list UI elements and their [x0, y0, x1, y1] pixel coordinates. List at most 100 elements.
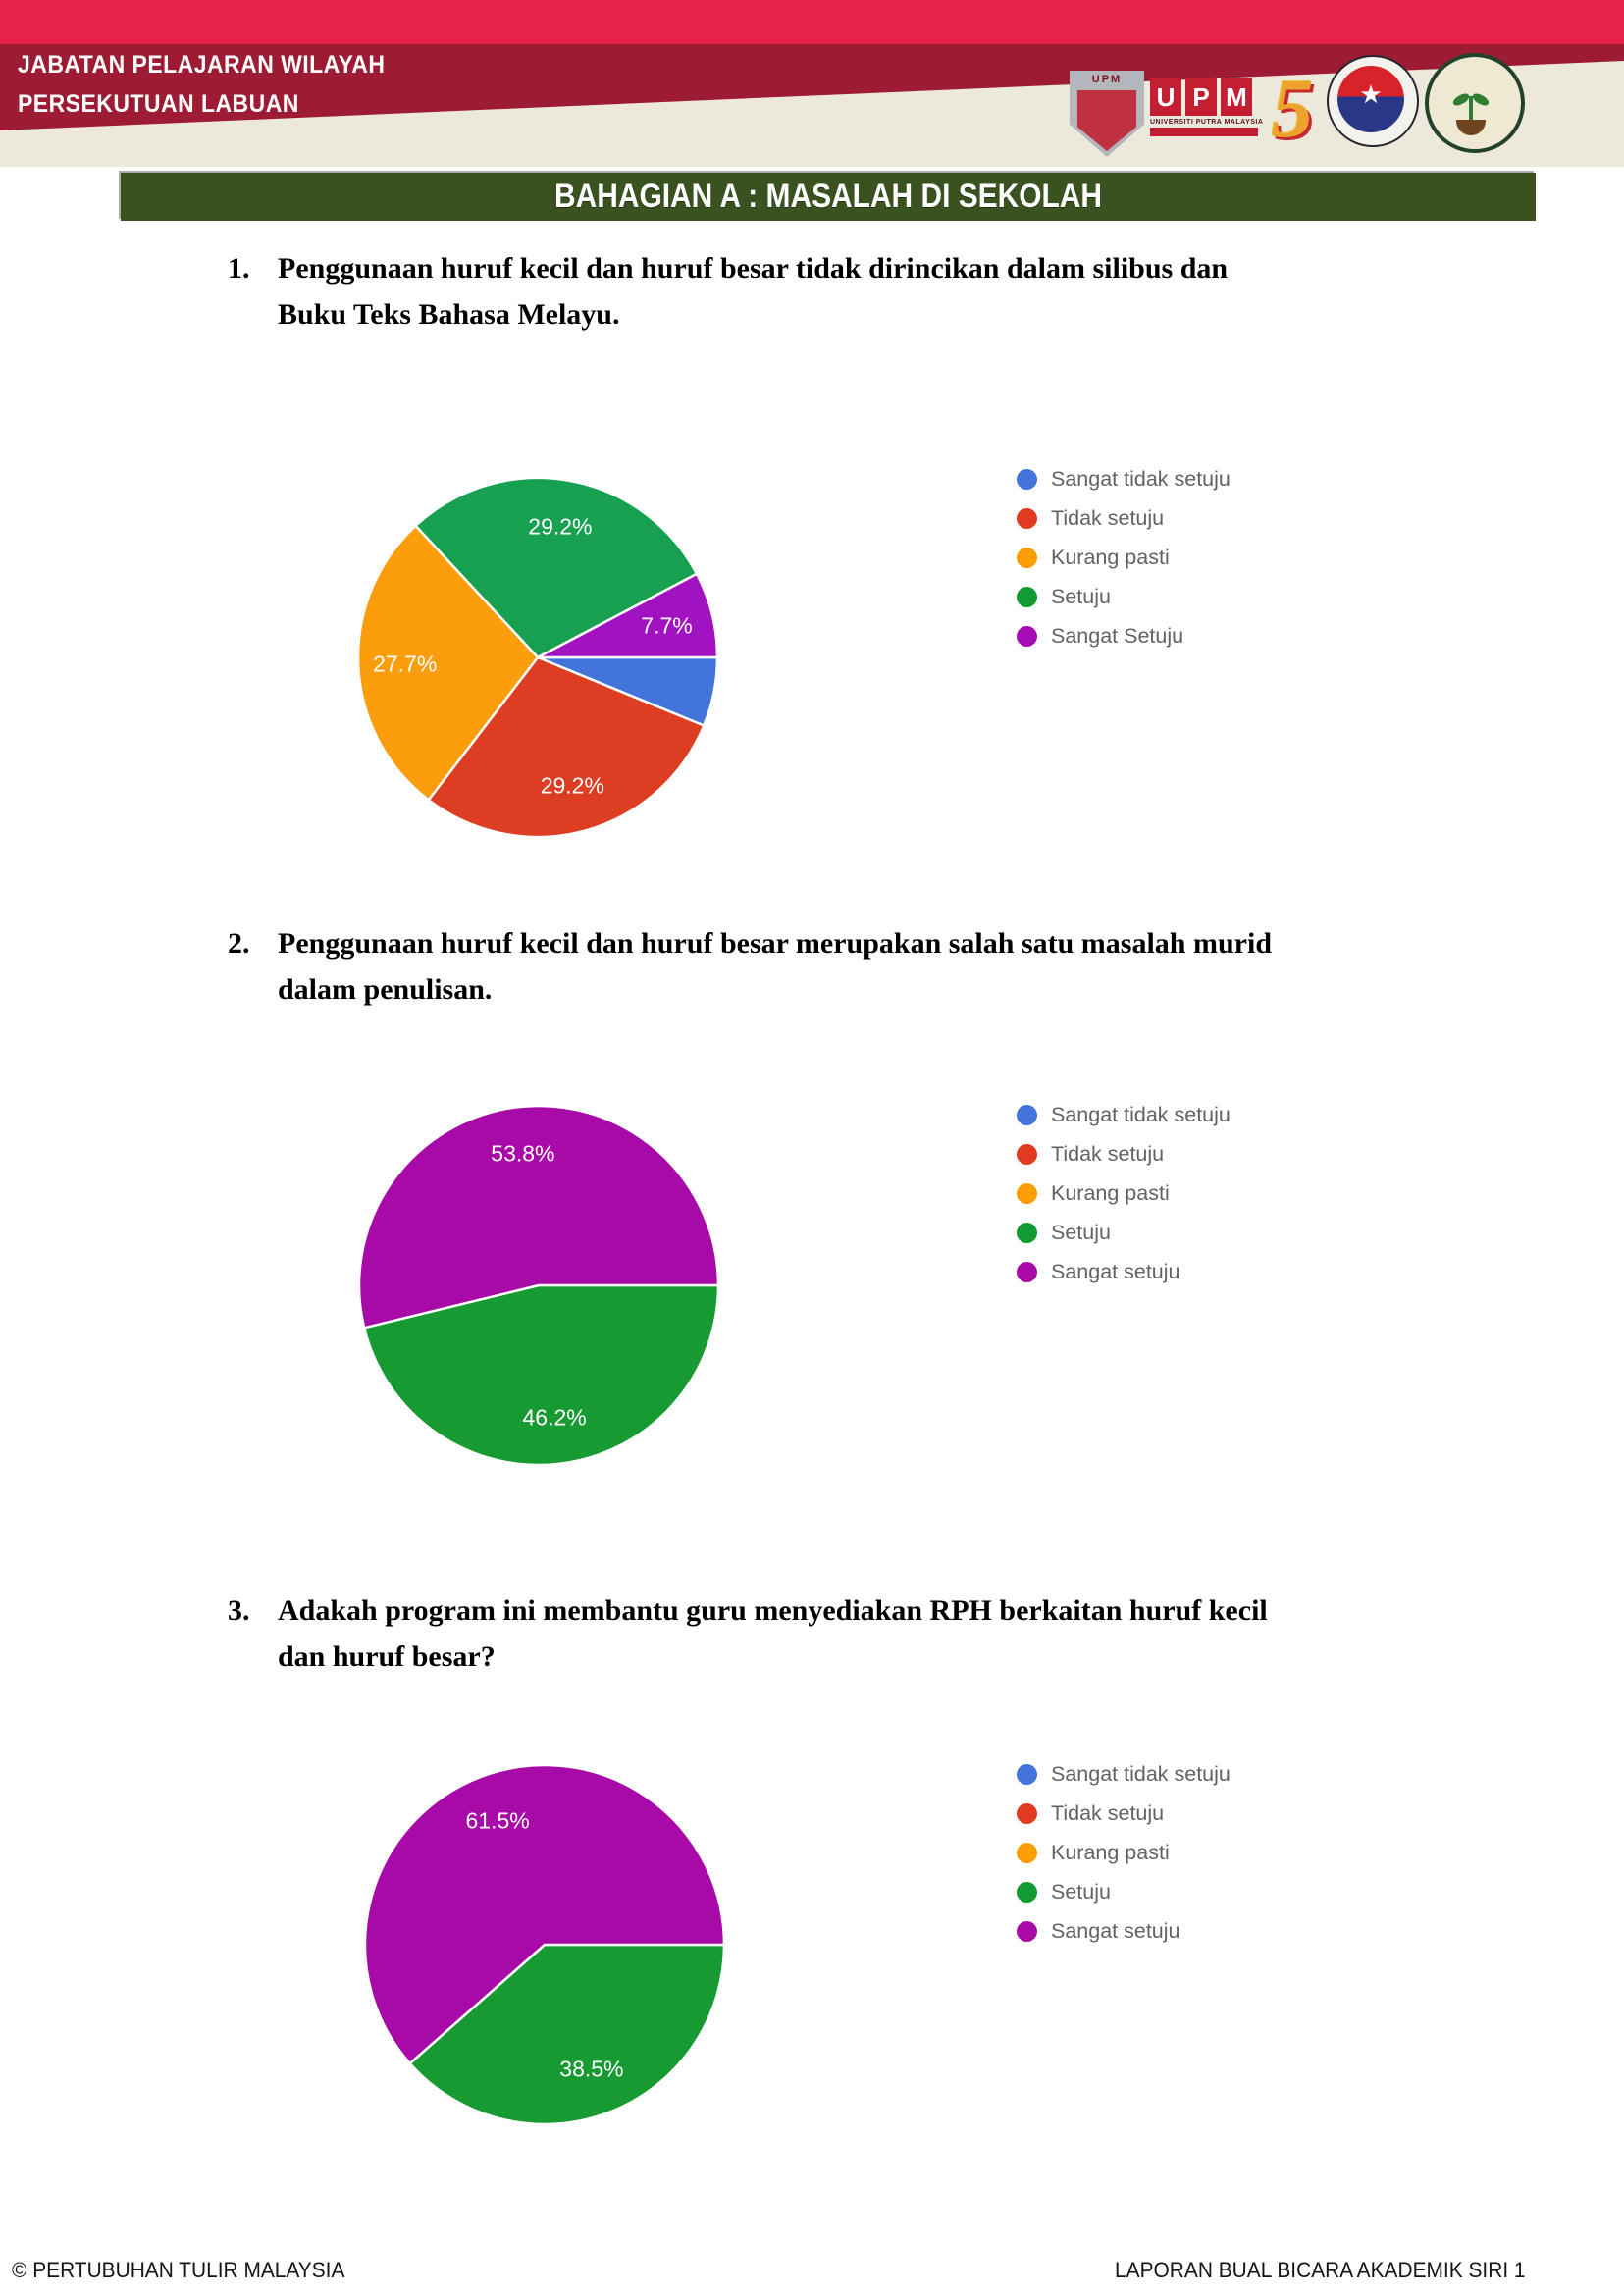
question-text-line: dalam penulisan.: [278, 973, 493, 1006]
upm-letter-p: P: [1185, 78, 1217, 116]
legend-dot-icon: [1017, 1222, 1037, 1243]
legend-dot-icon: [1017, 586, 1037, 607]
footer-report-title: LAPORAN BUAL BICARA AKADEMIK SIRI 1: [1115, 2258, 1526, 2282]
upm-letter-tiles: U P M: [1150, 78, 1264, 116]
pie-chart-1: 29.2% 27.7% 29.2% 7.7%: [356, 476, 719, 839]
pie-slice-sangat-setuju: [536, 572, 719, 659]
chart-legend-1: Sangat tidak setuju Tidak setuju Kurang pa…: [1017, 459, 1231, 655]
question-text-line: Adakah program ini membantu guru menyedi…: [278, 1594, 1268, 1627]
legend-item: Kurang pasti: [1017, 538, 1231, 577]
legend-label: Sangat setuju: [1051, 1259, 1180, 1283]
pie-chart-3: 38.5% 61.5%: [363, 1763, 726, 2126]
upm-wordmark-ribbon: [1150, 128, 1258, 136]
header-red-ribbon: [0, 0, 1624, 44]
question-text-line: Penggunaan huruf kecil dan huruf besar m…: [278, 927, 1272, 960]
legend-item: Tidak setuju: [1017, 1134, 1231, 1174]
pie-slice-percentage-label: 61.5%: [465, 1807, 529, 1833]
legend-dot-icon: [1017, 1802, 1037, 1824]
tulir-soil-icon: [1456, 120, 1486, 135]
legend-dot-icon: [1017, 1261, 1037, 1282]
legend-dot-icon: [1017, 1182, 1037, 1204]
legend-label: Sangat tidak setuju: [1051, 466, 1231, 491]
pie-slice-percentage-label: 29.2%: [541, 773, 604, 799]
crest-inner-disc: ★: [1337, 66, 1404, 132]
pie-slice-percentage-label: 7.7%: [641, 613, 692, 639]
legend-label: Kurang pasti: [1051, 1840, 1170, 1864]
organisation-name-line1: JABATAN PELAJARAN WILAYAH: [18, 51, 386, 78]
pie-slice-sangat-setuju: [357, 1104, 720, 1330]
legend-item: Sangat Setuju: [1017, 616, 1231, 655]
pie-slice-setuju: [414, 476, 699, 659]
legend-item: Sangat tidak setuju: [1017, 459, 1231, 498]
upm-letter-m: M: [1221, 78, 1252, 116]
legend-label: Setuju: [1051, 584, 1111, 608]
pie-slice-percentage-label: 46.2%: [522, 1405, 586, 1431]
legend-dot-icon: [1017, 468, 1037, 490]
tulir-leaf-icon: [1470, 91, 1492, 108]
legend-item: Setuju: [1017, 577, 1231, 616]
legend-label: Sangat tidak setuju: [1051, 1102, 1231, 1126]
legend-item: Kurang pasti: [1017, 1174, 1231, 1213]
legend-dot-icon: [1017, 1842, 1037, 1863]
question-3-text: Adakah program ini membantu guru menyedi…: [278, 1588, 1346, 1680]
legend-label: Sangat Setuju: [1051, 623, 1184, 648]
legend-item: Sangat setuju: [1017, 1911, 1231, 1951]
legend-label: Tidak setuju: [1051, 1800, 1165, 1825]
legend-dot-icon: [1017, 625, 1037, 647]
question-text-line: Penggunaan huruf kecil dan huruf besar t…: [278, 252, 1229, 285]
tulir-stem-icon: [1469, 96, 1473, 122]
pie-slice-percentage-label: 27.7%: [373, 651, 437, 676]
legend-dot-icon: [1017, 1104, 1037, 1125]
question-1-number: 1.: [228, 252, 250, 285]
legend-label: Kurang pasti: [1051, 1180, 1170, 1205]
pie-chart-2: 46.2% 53.8%: [357, 1104, 720, 1467]
question-2-text: Penggunaan huruf kecil dan huruf besar m…: [278, 920, 1346, 1013]
legend-label: Tidak setuju: [1051, 1141, 1165, 1166]
upm-letter-u: U: [1150, 78, 1181, 116]
legend-label: Tidak setuju: [1051, 505, 1165, 530]
upm-wordmark-subtext: UNIVERSITI PUTRA MALAYSIA: [1150, 119, 1264, 126]
pie-slice-sangat-setuju: [363, 1763, 726, 2065]
tulir-malaysia-emblem: [1425, 53, 1525, 153]
anniversary-5-logo: 5: [1271, 61, 1314, 155]
question-text-line: dan huruf besar?: [278, 1641, 496, 1673]
legend-dot-icon: [1017, 1143, 1037, 1165]
legend-label: Sangat tidak setuju: [1051, 1761, 1231, 1786]
question-3-number: 3.: [228, 1594, 250, 1627]
chart-legend-2: Sangat tidak setuju Tidak setuju Kurang pa…: [1017, 1095, 1231, 1291]
legend-label: Setuju: [1051, 1220, 1111, 1244]
legend-item: Tidak setuju: [1017, 498, 1231, 538]
section-title: BAHAGIAN A : MASALAH DI SEKOLAH: [554, 178, 1102, 215]
pie-slice-tidak-setuju: [427, 655, 706, 839]
question-text-line: Buku Teks Bahasa Melayu.: [278, 298, 620, 331]
organisation-name-line2: PERSEKUTUAN LABUAN: [18, 90, 299, 118]
legend-item: Setuju: [1017, 1872, 1231, 1911]
education-department-crest: ★: [1327, 55, 1419, 147]
legend-item: Setuju: [1017, 1213, 1231, 1252]
legend-item: Tidak setuju: [1017, 1794, 1231, 1833]
question-1: 1. Penggunaan huruf kecil dan huruf besa…: [228, 245, 1346, 338]
legend-item: Sangat tidak setuju: [1017, 1095, 1231, 1134]
legend-dot-icon: [1017, 547, 1037, 568]
legend-item: Kurang pasti: [1017, 1833, 1231, 1872]
legend-dot-icon: [1017, 1763, 1037, 1785]
header-banner: JABATAN PELAJARAN WILAYAH PERSEKUTUAN LA…: [0, 0, 1624, 167]
upm-shield-text: UPM: [1091, 74, 1123, 85]
question-2: 2. Penggunaan huruf kecil dan huruf besa…: [228, 920, 1346, 1013]
section-title-bar: BAHAGIAN A : MASALAH DI SEKOLAH: [121, 173, 1536, 221]
question-2-number: 2.: [228, 927, 250, 960]
organisation-name: JABATAN PELAJARAN WILAYAH PERSEKUTUAN LA…: [18, 45, 385, 124]
chart-legend-3: Sangat tidak setuju Tidak setuju Kurang pa…: [1017, 1754, 1231, 1951]
legend-label: Setuju: [1051, 1879, 1111, 1904]
footer-copyright: © PERTUBUHAN TULIR MALAYSIA: [12, 2258, 345, 2282]
question-1-text: Penggunaan huruf kecil dan huruf besar t…: [278, 245, 1346, 338]
pie-slice-percentage-label: 29.2%: [528, 514, 592, 540]
pie-slice-percentage-label: 53.8%: [491, 1141, 554, 1167]
legend-label: Sangat setuju: [1051, 1918, 1180, 1943]
legend-dot-icon: [1017, 1920, 1037, 1942]
legend-item: Sangat setuju: [1017, 1252, 1231, 1291]
legend-dot-icon: [1017, 1881, 1037, 1903]
crest-star-icon: ★: [1359, 79, 1383, 109]
pie-slice-percentage-label: 38.5%: [559, 2057, 623, 2082]
